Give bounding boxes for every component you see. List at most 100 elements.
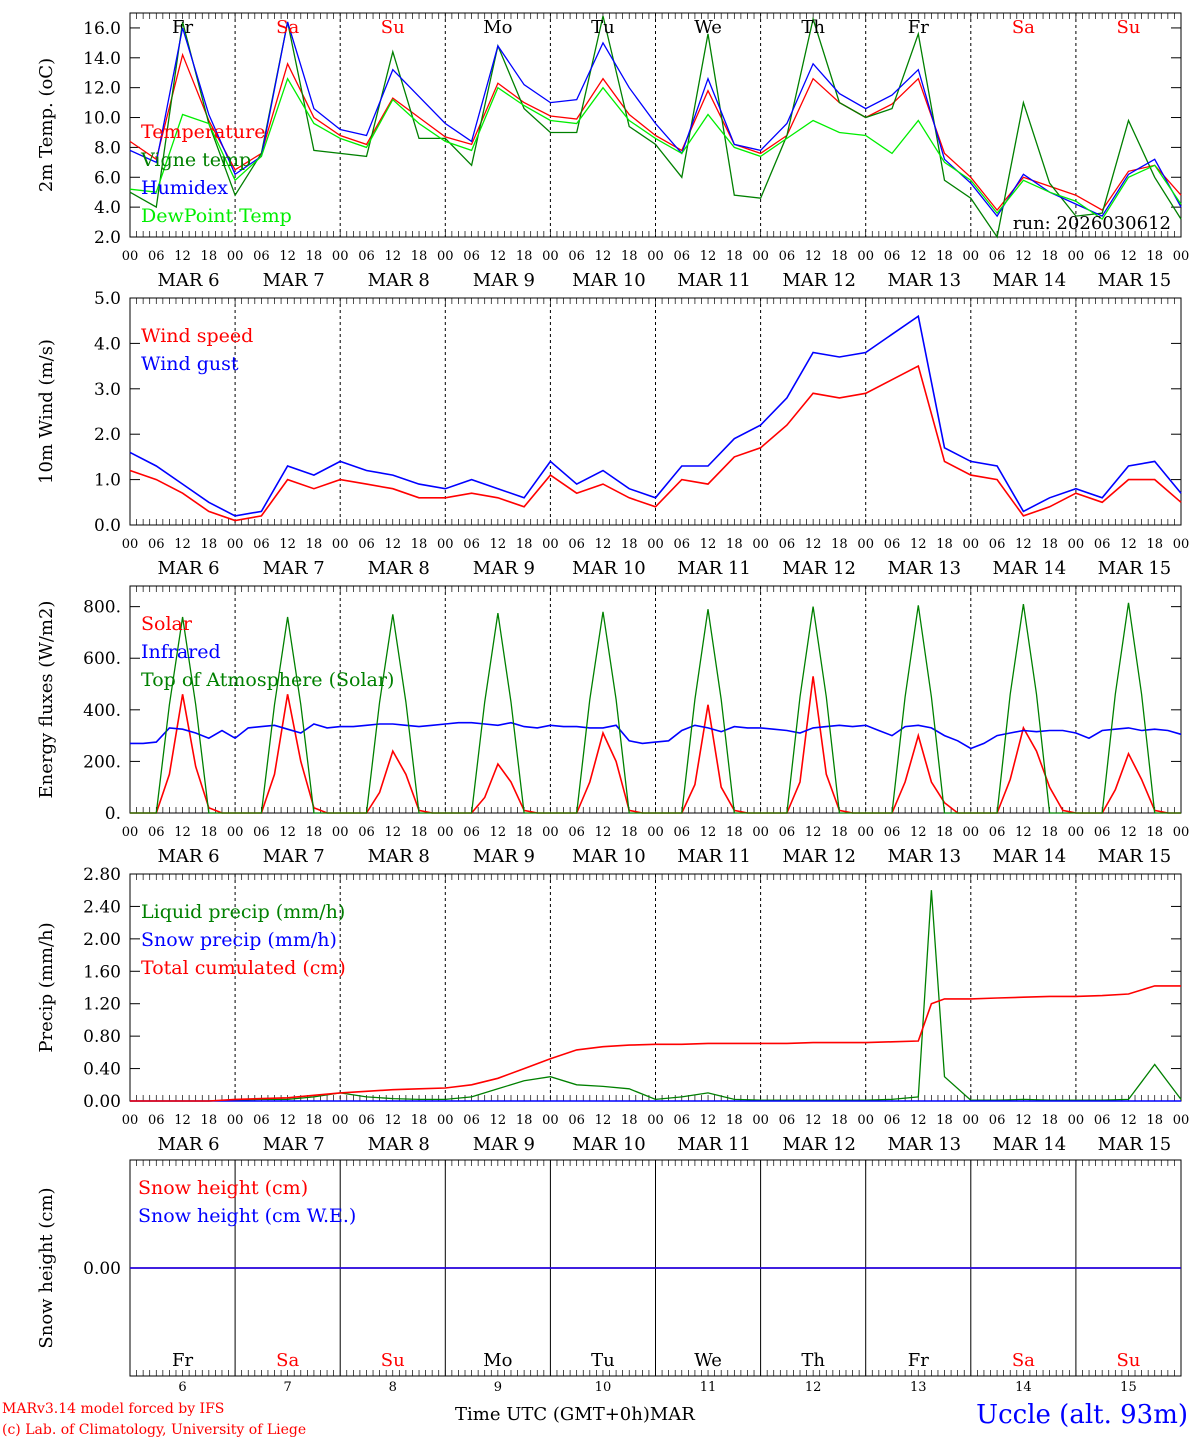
hour-label: 18 [411,249,428,264]
day-name: Sa [276,17,299,38]
y-tick-label: 12.0 [83,79,121,99]
date-number: 9 [494,1380,502,1395]
y-tick-label: 1.20 [83,995,121,1015]
hour-label: 06 [779,537,796,552]
hour-label: 12 [279,825,296,840]
hour-label: 06 [463,537,480,552]
date-label: MAR 8 [368,846,430,867]
hour-label: 00 [542,825,559,840]
station-label: Uccle (alt. 93m) [976,1400,1188,1430]
y-tick-label: 16.0 [83,19,121,39]
hour-label: 00 [857,825,874,840]
y-tick-label: 6.0 [94,168,121,188]
hour-label: 06 [463,825,480,840]
hour-label: 18 [1041,249,1058,264]
hour-label: 06 [1094,1113,1111,1128]
date-label: MAR 7 [263,1134,325,1155]
x-axis-label-month: MAR [649,1404,695,1425]
hour-label: 12 [384,1113,401,1128]
series-dewpoint-temp [129,77,1182,221]
date-label: MAR 10 [572,846,646,867]
date-label: MAR 15 [1098,846,1172,867]
hour-label: 12 [910,1113,927,1128]
hour-label: 00 [647,825,664,840]
date-number: 15 [1120,1380,1137,1395]
hour-label: 06 [674,1113,691,1128]
hour-label: 12 [490,1113,507,1128]
hour-label: 06 [989,537,1006,552]
hour-label: 06 [253,537,270,552]
hour-label: 18 [516,249,533,264]
date-label: MAR 12 [782,270,856,291]
day-name: Su [1116,17,1140,38]
hour-label: 06 [674,825,691,840]
hour-label: 18 [726,1113,743,1128]
date-label: MAR 6 [157,558,219,579]
day-name: Fr [172,1350,193,1371]
date-label: MAR 7 [263,270,325,291]
hour-label: 18 [726,537,743,552]
y-tick-label: 0.40 [83,1060,121,1080]
hour-label: 00 [963,825,980,840]
hour-label: 00 [227,249,244,264]
y-axis-label: Energy fluxes (W/m2) [36,601,57,799]
hour-label: 12 [910,825,927,840]
hour-label: 06 [989,1113,1006,1128]
y-axis-label: Precip (mm/h) [36,922,57,1052]
date-label: MAR 10 [572,1134,646,1155]
date-label: MAR 6 [157,1134,219,1155]
run-label: run: 2026030612 [1013,213,1171,234]
y-tick-label: 0.0 [94,516,121,536]
hour-label: 00 [332,1113,349,1128]
hour-label: 18 [201,537,218,552]
y-tick-label: 600. [83,649,121,669]
date-label: MAR 15 [1098,1134,1172,1155]
y-tick-label: 14.0 [83,49,121,69]
hour-label: 12 [700,825,717,840]
y-tick-label: 2.0 [94,425,121,445]
panel-snow-height: 0.00 Snow height (cm) Snow height (cm) Snow… [36,1159,1182,1395]
hour-label: 12 [595,537,612,552]
hour-label: 06 [148,1113,165,1128]
date-label: MAR 13 [887,1134,961,1155]
date-label: MAR 14 [993,846,1067,867]
hour-label: 00 [963,249,980,264]
hour-label: 00 [122,1113,139,1128]
hour-label: 06 [253,249,270,264]
y-tick-label: 4.0 [94,198,121,218]
hour-label: 18 [726,249,743,264]
hour-label: 00 [227,537,244,552]
hour-label: 00 [752,825,769,840]
hour-label: 00 [437,825,454,840]
date-label: MAR 7 [263,558,325,579]
series-wind-gust [129,314,1182,517]
hour-label: 06 [148,825,165,840]
hour-label: 18 [516,537,533,552]
hour-label: 12 [910,249,927,264]
hour-label: 06 [148,537,165,552]
hour-label: 00 [963,537,980,552]
hour-label: 12 [1015,825,1032,840]
panel-energy-fluxes: 0. 200. 400. 600. 800. Energy fluxes (W/m2) So… [36,585,1189,867]
legend-wind-speed: Wind speed [141,325,253,347]
legend-top-of-atmosphere-solar-: Top of Atmosphere (Solar) [141,669,394,691]
legend-liquid-precip-mm-h-: Liquid precip (mm/h) [141,901,345,923]
hour-label: 06 [568,1113,585,1128]
y-tick-label: 1.60 [83,962,121,982]
hour-label: 12 [700,537,717,552]
hour-label: 12 [384,249,401,264]
hour-label: 06 [148,249,165,264]
panel-2m-temperature: 2.0 4.0 6.0 8.0 10.0 12.0 14.0 16.0 2m Temp. (oC… [36,12,1189,291]
y-tick-label: 400. [83,701,121,721]
y-tick-label: 0.80 [83,1027,121,1047]
hour-label: 18 [726,825,743,840]
date-label: MAR 14 [993,1134,1067,1155]
legend-temperature: Temperature [141,121,265,143]
hour-label: 00 [647,249,664,264]
hour-label: 06 [1094,825,1111,840]
hour-label: 00 [752,249,769,264]
hour-label: 12 [910,537,927,552]
hour-label: 06 [1094,249,1111,264]
y-tick-label: 1.0 [94,471,121,491]
